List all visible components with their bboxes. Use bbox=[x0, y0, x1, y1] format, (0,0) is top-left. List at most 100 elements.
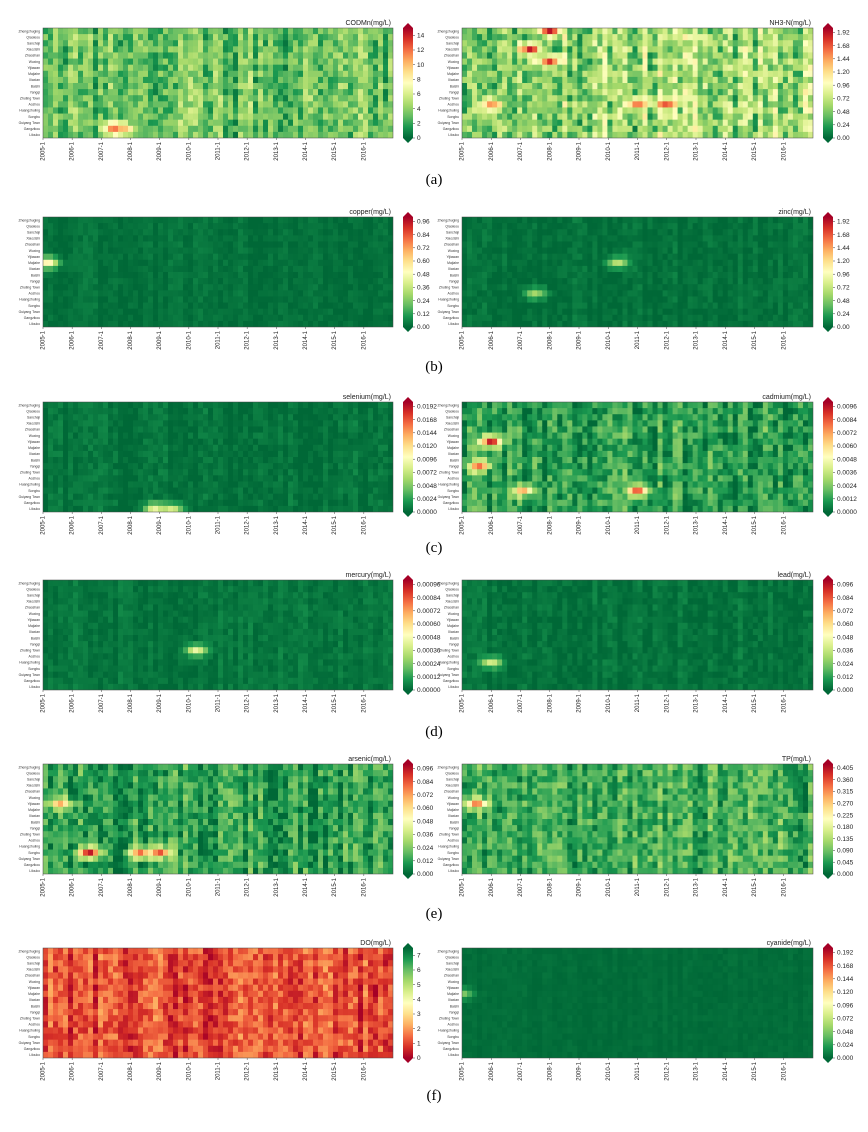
heatmap-cell bbox=[213, 302, 219, 310]
heatmap-cell bbox=[732, 83, 739, 90]
heatmap-cell bbox=[567, 46, 573, 54]
colorbar bbox=[823, 28, 833, 138]
heatmap-cell bbox=[353, 247, 359, 255]
heatmap-cell bbox=[268, 52, 274, 60]
heatmap-cell bbox=[213, 241, 219, 249]
heatmap-cell bbox=[313, 223, 319, 230]
heatmap-cell bbox=[652, 125, 659, 133]
heatmap-cell bbox=[198, 235, 204, 243]
heatmap-cell bbox=[727, 89, 734, 96]
heatmap-cell bbox=[228, 290, 234, 298]
heatmap-cell bbox=[687, 278, 694, 285]
heatmap-cell bbox=[582, 28, 588, 35]
heatmap-cell bbox=[637, 259, 644, 267]
heatmap-cell bbox=[682, 235, 689, 243]
heatmap-cell bbox=[268, 217, 274, 224]
heatmap-cell bbox=[462, 247, 468, 255]
heatmap-cell bbox=[223, 40, 229, 47]
heatmap-cell bbox=[353, 113, 359, 121]
heatmap-cell bbox=[492, 217, 498, 224]
heatmap-cell bbox=[83, 296, 89, 304]
heatmap-cell bbox=[173, 320, 179, 327]
heatmap-cell bbox=[647, 64, 654, 72]
heatmap-cell bbox=[492, 302, 498, 310]
heatmap-cell bbox=[632, 235, 639, 243]
heatmap-cell bbox=[128, 259, 134, 267]
heatmap-cell bbox=[562, 76, 568, 84]
heatmap-cell bbox=[243, 28, 249, 35]
heatmap-cell bbox=[263, 314, 269, 322]
station-tick-label: Yijiawan bbox=[446, 66, 459, 70]
heatmap-cell bbox=[677, 217, 684, 224]
heatmap-cell bbox=[737, 107, 744, 115]
heatmap-cell bbox=[388, 223, 393, 230]
heatmap-cell bbox=[98, 95, 104, 102]
heatmap-cell bbox=[83, 52, 89, 60]
heatmap-cell bbox=[108, 83, 114, 90]
heatmap-cell bbox=[677, 58, 684, 66]
heatmap-cell bbox=[293, 76, 299, 84]
heatmap-cell bbox=[727, 131, 734, 138]
heatmap-cell bbox=[378, 125, 384, 133]
heatmap-cell bbox=[238, 28, 244, 35]
heatmap-cell bbox=[158, 70, 164, 78]
heatmap-cell bbox=[522, 58, 528, 66]
heatmap-cell bbox=[363, 320, 369, 327]
heatmap-cell bbox=[383, 241, 389, 249]
heatmap-cell bbox=[263, 34, 269, 41]
heatmap-cell bbox=[587, 28, 593, 35]
heatmap-cell bbox=[637, 308, 644, 316]
heatmap-cell bbox=[517, 119, 523, 127]
heatmap-cell bbox=[462, 320, 468, 327]
heatmap-cell bbox=[228, 320, 234, 327]
heatmap-cell bbox=[118, 241, 124, 249]
heatmap-cell bbox=[93, 265, 99, 273]
heatmap-cell bbox=[373, 34, 379, 41]
heatmap-cell bbox=[218, 223, 224, 230]
heatmap-cell bbox=[547, 223, 553, 230]
heatmap-cell bbox=[582, 119, 588, 127]
heatmap-cell bbox=[263, 89, 269, 96]
heatmap-cell bbox=[253, 52, 259, 60]
heatmap-cell bbox=[173, 284, 179, 291]
heatmap-cell bbox=[88, 259, 94, 267]
heatmap-cell bbox=[542, 247, 548, 255]
heatmap-cell bbox=[43, 229, 49, 236]
heatmap-cell bbox=[328, 34, 334, 41]
heatmap-cell bbox=[363, 125, 369, 133]
heatmap-cell bbox=[323, 296, 329, 304]
heatmap-cell bbox=[477, 52, 483, 60]
heatmap-cell bbox=[303, 113, 309, 121]
heatmap-cell bbox=[178, 113, 184, 121]
heatmap-cell bbox=[702, 314, 709, 322]
heatmap-cell bbox=[208, 52, 214, 60]
heatmap-cell bbox=[43, 125, 49, 133]
heatmap-cell bbox=[313, 64, 319, 72]
heatmap-cell bbox=[472, 131, 478, 138]
heatmap-cell bbox=[288, 320, 294, 327]
heatmap-cell bbox=[233, 64, 239, 72]
heatmap-cell bbox=[707, 113, 714, 121]
heatmap-cell bbox=[53, 308, 59, 316]
heatmap-cell bbox=[787, 131, 794, 138]
heatmap-cell bbox=[472, 52, 478, 60]
heatmap-cell bbox=[58, 229, 64, 236]
heatmap-cell bbox=[552, 95, 558, 102]
heatmap-cell bbox=[692, 223, 699, 230]
heatmap-cell bbox=[178, 308, 184, 316]
heatmap-cell bbox=[163, 284, 169, 291]
heatmap-cell bbox=[218, 28, 224, 35]
heatmap-cell bbox=[712, 46, 719, 54]
heatmap-cell bbox=[293, 247, 299, 255]
heatmap-cell bbox=[318, 46, 324, 54]
heatmap-cell bbox=[223, 314, 229, 322]
heatmap-cell bbox=[702, 302, 709, 310]
heatmap-cell bbox=[93, 101, 99, 109]
heatmap-cell bbox=[617, 58, 624, 66]
colorbar-tick-label: 0.00 bbox=[837, 135, 850, 142]
heatmap-cell bbox=[343, 125, 349, 133]
heatmap-cell bbox=[682, 265, 689, 273]
heatmap-cell bbox=[343, 253, 349, 261]
heatmap-cell bbox=[158, 223, 164, 230]
heatmap-cell bbox=[58, 46, 64, 54]
